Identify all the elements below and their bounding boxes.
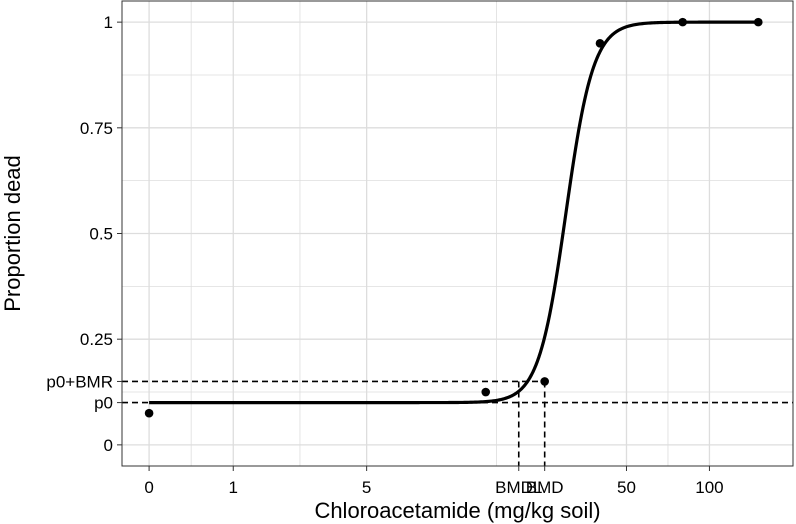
data-point	[481, 387, 491, 397]
x-tick-label: 50	[617, 478, 636, 497]
fitted-curve	[149, 20, 759, 405]
x-tick-label: 1	[229, 478, 238, 497]
x-tick-label: 0	[144, 478, 153, 497]
y-axis: 0 0.25 0.5 0.75 1 p0 p0+BMR	[46, 13, 122, 455]
x-axis-title: Chloroacetamide (mg/kg soil)	[314, 498, 600, 523]
reference-lines	[122, 380, 793, 466]
bmdl-label: BMDL	[495, 478, 542, 497]
data-point	[144, 408, 154, 418]
p0-bmr-reference-label: p0+BMR	[46, 372, 113, 391]
x-tick-label: 5	[362, 478, 371, 497]
p0-reference-label: p0	[94, 394, 113, 413]
bmd-label: BMD	[526, 478, 564, 497]
y-axis-title: Proportion dead	[0, 155, 25, 312]
y-tick-label: 0.75	[80, 119, 113, 138]
y-tick-label: 0	[104, 436, 113, 455]
data-point	[540, 377, 549, 386]
data-point	[678, 17, 687, 27]
grid-major	[122, 1, 793, 466]
y-tick-label: 0.5	[89, 225, 113, 244]
x-tick-label: 100	[695, 478, 723, 497]
data-points	[144, 17, 763, 418]
data-point	[595, 38, 605, 48]
y-tick-label: 1	[104, 13, 113, 32]
y-tick-label: 0.25	[80, 330, 113, 349]
data-point	[753, 17, 763, 27]
